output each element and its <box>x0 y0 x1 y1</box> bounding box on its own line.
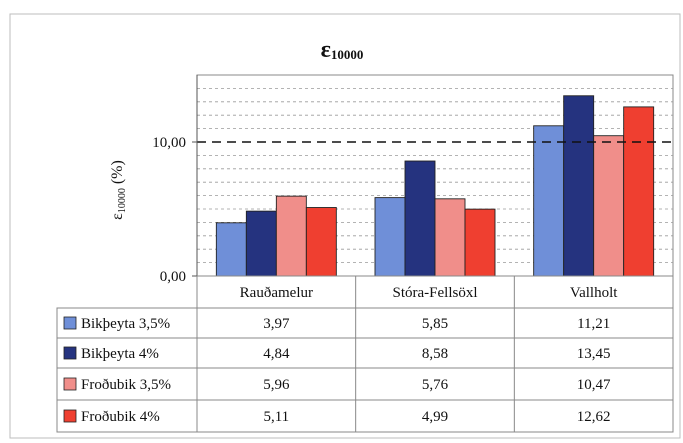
chart-title: ε10000 <box>321 37 364 63</box>
chart-title-symbol: ε <box>321 37 331 63</box>
data-label: 3,97 <box>263 316 290 332</box>
y-axis-label-unit: (%) <box>109 160 126 188</box>
bar <box>374 197 406 277</box>
bar <box>305 207 337 277</box>
bar <box>404 160 436 277</box>
data-label: 5,96 <box>263 377 290 393</box>
data-label: 8,58 <box>422 346 448 362</box>
y-tick-label: 0,00 <box>160 269 186 285</box>
bar <box>275 195 307 277</box>
data-label: 5,76 <box>422 377 449 393</box>
legend-label: Bikþeyta 3,5% <box>81 316 170 332</box>
legend-swatch <box>63 377 77 391</box>
data-label: 4,99 <box>422 409 448 425</box>
legend-label: Froðubik 4% <box>81 409 160 425</box>
chart-title-subscript: 10000 <box>331 47 364 62</box>
legend-swatch <box>63 409 77 423</box>
bar <box>623 106 655 277</box>
bar <box>563 95 595 277</box>
legend-label: Froðubik 3,5% <box>81 377 171 393</box>
bar <box>464 208 496 277</box>
bar <box>533 125 565 277</box>
category-label: Rauðamelur <box>240 285 313 301</box>
plot-area: 0,00 10,00 <box>152 74 674 285</box>
data-table: Rauðamelur Stóra-Fellsöxl Vallholt Bikþeyta… <box>56 275 674 433</box>
data-label: 5,85 <box>422 316 448 332</box>
legend-swatch <box>63 316 77 330</box>
bar <box>434 198 466 277</box>
data-label: 12,62 <box>577 409 611 425</box>
category-label: Vallholt <box>570 285 618 301</box>
bar <box>215 222 247 277</box>
data-label: 4,84 <box>263 346 290 362</box>
y-axis-label-subscript: 10000 <box>117 188 128 213</box>
data-label: 13,45 <box>577 346 611 362</box>
data-label: 11,21 <box>577 316 610 332</box>
y-axis-label: ε10000 (%) <box>109 160 128 220</box>
data-label: 10,47 <box>577 377 611 393</box>
category-label: Stóra-Fellsöxl <box>393 285 478 301</box>
bar <box>245 210 277 277</box>
data-label: 5,11 <box>263 409 289 425</box>
legend-swatch <box>63 346 77 360</box>
y-tick-label: 10,00 <box>152 135 186 151</box>
bar <box>593 135 625 277</box>
legend-label: Bikþeyta 4% <box>81 346 159 362</box>
y-axis-label-symbol: ε <box>109 213 126 220</box>
